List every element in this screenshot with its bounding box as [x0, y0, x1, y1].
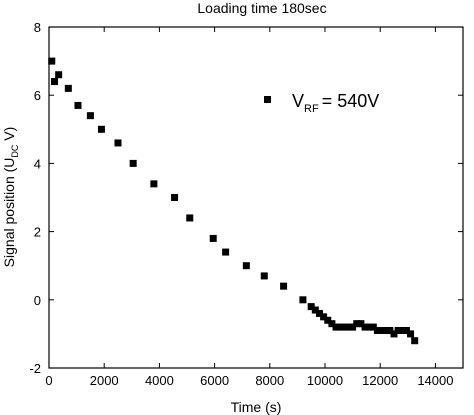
data-point [394, 326, 402, 334]
data-point [365, 323, 373, 331]
data-point [186, 214, 194, 222]
y-axis-label-sub: DC [10, 144, 20, 157]
data-point [411, 337, 419, 345]
plot-frame [48, 26, 464, 369]
data-point [344, 323, 352, 331]
chart-title: Loading time 180sec [197, 0, 326, 16]
data-point [299, 296, 307, 304]
data-point [260, 272, 268, 280]
x-tick-label: 6000 [200, 373, 229, 388]
data-point [171, 194, 179, 201]
data-point [402, 326, 410, 334]
data-point [55, 71, 63, 79]
legend-label-main: V [292, 91, 304, 111]
y-tick-label: 8 [34, 20, 41, 35]
data-point [378, 326, 386, 334]
data-point [150, 180, 158, 188]
x-tick-label: 0 [45, 373, 52, 388]
y-axis-label-tail: V) [1, 127, 17, 145]
data-point [307, 303, 315, 311]
data-point [398, 326, 406, 334]
legend-marker [264, 96, 271, 103]
data-point [332, 323, 340, 331]
data-point [373, 326, 381, 334]
data-point [48, 57, 56, 65]
y-tick-label: 6 [34, 88, 41, 103]
data-points [48, 57, 419, 345]
x-tick-label: 10000 [307, 373, 343, 388]
data-point [386, 326, 394, 334]
data-point [315, 309, 323, 317]
y-axis-label: Signal position (UDC V) [1, 127, 20, 268]
data-point [320, 313, 328, 321]
data-point [114, 139, 122, 147]
data-point [86, 112, 94, 120]
x-tick-label: 8000 [255, 373, 284, 388]
x-axis-label: Time (s) [231, 399, 282, 415]
y-axis: -2 0 2 4 6 8 [29, 20, 463, 376]
legend-label: VRF = 540V [292, 91, 379, 115]
data-point [311, 306, 319, 314]
data-point [336, 323, 344, 331]
legend: VRF = 540V [264, 91, 379, 115]
data-point [209, 234, 217, 242]
data-point [357, 320, 365, 328]
x-tick-label: 14000 [417, 373, 453, 388]
data-point [407, 330, 415, 338]
x-tick-label: 4000 [145, 373, 174, 388]
data-point [382, 326, 390, 334]
data-point [361, 323, 369, 331]
x-tick-label: 12000 [362, 373, 398, 388]
y-tick-label: 0 [34, 293, 41, 308]
data-point [340, 323, 348, 331]
data-point [328, 320, 336, 328]
y-tick-label: 2 [34, 225, 41, 240]
legend-label-sub: RF [304, 103, 319, 115]
data-point [324, 316, 332, 324]
data-point [349, 323, 357, 331]
data-point [353, 320, 361, 328]
data-point [280, 282, 288, 290]
x-axis: 0 2000 4000 6000 8000 10000 12000 14000 [45, 27, 453, 388]
data-point [390, 330, 398, 338]
data-point [64, 84, 72, 92]
data-point [51, 78, 59, 86]
data-point [97, 125, 105, 133]
legend-label-tail: = 540V [322, 91, 380, 111]
y-axis-label-main: Signal position (U [1, 158, 17, 268]
x-tick-label: 2000 [90, 373, 119, 388]
data-point [369, 323, 377, 331]
y-tick-label: -2 [29, 361, 41, 376]
data-point [129, 159, 137, 167]
y-tick-label: 4 [34, 156, 41, 171]
data-point [74, 101, 82, 109]
data-point [222, 248, 230, 256]
data-point [242, 262, 250, 270]
